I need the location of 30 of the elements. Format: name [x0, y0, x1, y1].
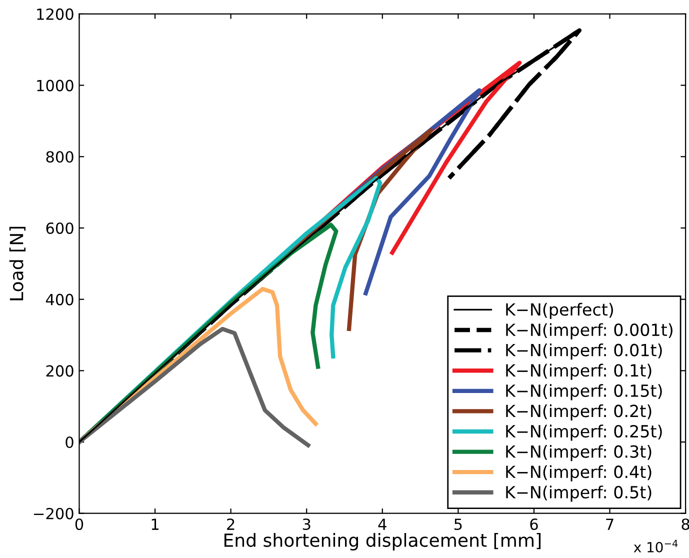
y-tick-label: 1200 — [37, 8, 74, 20]
text: x 10$^{−4}$ — [634, 540, 678, 552]
x-tick-label: 7 — [606, 518, 614, 530]
y-tick-label: 400 — [46, 294, 74, 306]
legend-label: K−N(imperf: 0.001t) — [506, 323, 672, 340]
legend-label: K−N(imperf: 0.01t) — [506, 343, 662, 360]
legend-label: K−N(imperf: 0.15t) — [506, 384, 662, 400]
x-tick-label: 0 — [75, 518, 84, 530]
y-axis-title: Load [N] — [9, 226, 26, 300]
legend-label: K−N(imperf: 0.25t) — [506, 424, 662, 441]
legend-label: K−N(imperf: 0.3t) — [506, 444, 652, 462]
x-tick-label: 2 — [227, 518, 234, 530]
y-tick-label: 600 — [46, 222, 74, 234]
legend-label: K−N(imperf: 0.1t) — [506, 364, 652, 380]
legend-label: K−N(perfect) — [506, 302, 613, 320]
y-tick-label: −200 — [34, 508, 74, 520]
y-tick-label: 800 — [46, 151, 74, 163]
y-tick-label: 200 — [46, 365, 74, 377]
x-tick-label: 8 — [682, 518, 689, 530]
x-tick-label: 6 — [530, 518, 538, 530]
legend-label: K−N(imperf: 0.2t) — [506, 404, 652, 421]
x-tick-label: 1 — [152, 518, 158, 530]
legend-label: K−N(imperf: 0.5t) — [506, 486, 652, 502]
y-tick-label: 0 — [66, 436, 74, 448]
x-tick-label: 3 — [302, 518, 310, 530]
y-tick-label: 1000 — [37, 80, 74, 92]
legend-label: K−N(imperf: 0.4t) — [506, 465, 652, 482]
x-axis-title: End shortening displacement [mm] — [224, 533, 541, 550]
x-tick-label: 4 — [378, 518, 386, 530]
x-tick-label: 5 — [454, 518, 462, 530]
